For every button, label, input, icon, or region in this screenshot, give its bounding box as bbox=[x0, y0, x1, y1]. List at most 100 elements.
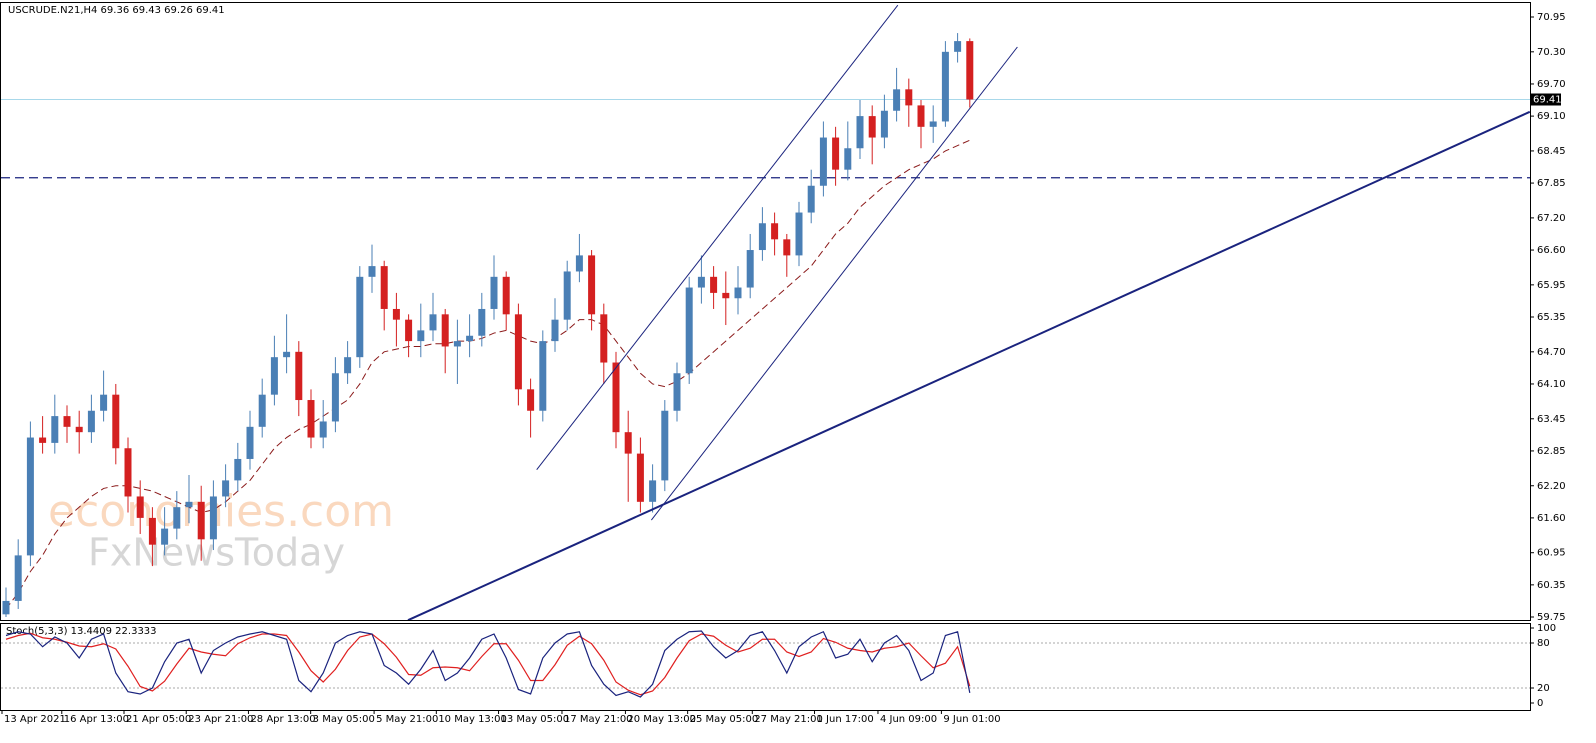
y-tick-label: 65.95 bbox=[1537, 280, 1566, 291]
candle-body bbox=[441, 314, 449, 347]
x-tick-label: 16 Apr 13:00 bbox=[64, 714, 129, 725]
candle-body bbox=[39, 437, 47, 443]
candle-body bbox=[893, 89, 901, 111]
chart-title: USCRUDE.N21,H4 69.36 69.43 69.26 69.41 bbox=[8, 5, 225, 16]
candle-body bbox=[868, 116, 876, 138]
candle-body bbox=[527, 389, 535, 411]
candle-body bbox=[100, 394, 108, 411]
candle-body bbox=[478, 308, 486, 336]
candle-body bbox=[319, 421, 327, 438]
candle-body bbox=[514, 314, 522, 390]
candle-body bbox=[710, 276, 718, 293]
y-tick-label: 80 bbox=[1537, 638, 1550, 649]
candle-body bbox=[783, 239, 791, 256]
candle-body bbox=[490, 276, 498, 309]
candle-body bbox=[734, 287, 742, 299]
candle-body bbox=[771, 223, 779, 240]
candle-body bbox=[295, 351, 303, 401]
candle-body bbox=[87, 410, 95, 433]
candle-body bbox=[941, 51, 949, 122]
candle-body bbox=[502, 276, 510, 315]
candle-body bbox=[563, 271, 571, 320]
y-tick-label: 59.75 bbox=[1537, 612, 1566, 623]
candle-body bbox=[26, 437, 34, 556]
candle-body bbox=[392, 308, 400, 320]
candle-body bbox=[234, 458, 242, 481]
y-tick-label: 70.95 bbox=[1537, 12, 1566, 23]
trend-line bbox=[650, 46, 1018, 521]
indicator-panel bbox=[0, 623, 1531, 711]
y-tick-label: 70.30 bbox=[1537, 47, 1566, 58]
candle-body bbox=[2, 600, 10, 615]
candle-body bbox=[368, 266, 376, 277]
candle-body bbox=[124, 448, 132, 497]
candle-body bbox=[51, 416, 59, 443]
candle-body bbox=[673, 373, 681, 411]
main-plot bbox=[1, 4, 1530, 620]
y-tick-label: 60.35 bbox=[1537, 580, 1566, 591]
watermark: economies.com bbox=[48, 486, 394, 537]
candle-body bbox=[148, 517, 156, 545]
candle-body bbox=[466, 335, 474, 342]
x-tick-label: 5 May 21:00 bbox=[376, 714, 438, 725]
candle-body bbox=[551, 319, 559, 342]
candle-body bbox=[795, 212, 803, 256]
candle-body bbox=[270, 357, 278, 395]
candle-body bbox=[722, 292, 730, 299]
candle-body bbox=[112, 394, 120, 449]
price-tag-label: 69.41 bbox=[1533, 95, 1562, 106]
stoch-line bbox=[5, 630, 971, 698]
candle-body bbox=[954, 41, 962, 52]
x-tick-label: 4 Jun 09:00 bbox=[880, 714, 937, 725]
trend-line bbox=[536, 4, 899, 470]
moving-average bbox=[5, 139, 971, 610]
x-tick-label: 9 Jun 01:00 bbox=[943, 714, 1000, 725]
candle-body bbox=[588, 255, 596, 315]
y-tick-label: 100 bbox=[1537, 623, 1556, 634]
y-tick-label: 67.85 bbox=[1537, 178, 1566, 189]
candle-body bbox=[246, 426, 254, 459]
stoch-line bbox=[5, 632, 971, 696]
candle-body bbox=[819, 137, 827, 186]
candle-body bbox=[856, 116, 864, 149]
x-tick-label: 17 May 21:00 bbox=[564, 714, 633, 725]
y-tick-label: 67.20 bbox=[1537, 213, 1566, 224]
y-tick-label: 69.10 bbox=[1537, 111, 1566, 122]
candle-body bbox=[844, 148, 852, 170]
candle-body bbox=[136, 496, 144, 518]
candle-body bbox=[807, 185, 815, 213]
x-tick-label: 13 May 05:00 bbox=[501, 714, 570, 725]
y-tick-label: 64.10 bbox=[1537, 379, 1566, 390]
x-tick-label: 20 May 13:00 bbox=[627, 714, 696, 725]
candle-body bbox=[966, 41, 974, 100]
y-tick-label: 68.45 bbox=[1537, 146, 1566, 157]
x-tick-label: 23 Apr 21:00 bbox=[188, 714, 253, 725]
candle-body bbox=[331, 373, 339, 422]
candle-body bbox=[661, 410, 669, 481]
y-tick-label: 20 bbox=[1537, 683, 1550, 694]
indicator-title: Stoch(5,3,3) 13.4409 22.3333 bbox=[6, 626, 157, 637]
candle-body bbox=[880, 110, 888, 138]
candle-body bbox=[600, 314, 608, 363]
x-tick-label: 21 Apr 05:00 bbox=[126, 714, 191, 725]
indicator-plot bbox=[1, 630, 1530, 698]
candle-body bbox=[356, 276, 364, 358]
candle-body bbox=[405, 319, 413, 342]
candle-body bbox=[258, 394, 266, 427]
x-tick-label: 10 May 13:00 bbox=[438, 714, 507, 725]
x-tick-label: 13 Apr 2021 bbox=[4, 714, 66, 725]
price-tag bbox=[1531, 93, 1561, 106]
candle-body bbox=[905, 89, 913, 106]
trend-line bbox=[407, 110, 1530, 620]
candle-body bbox=[832, 137, 840, 170]
x-tick-label: 25 May 05:00 bbox=[690, 714, 759, 725]
candle-body bbox=[575, 255, 583, 272]
candle-body bbox=[161, 528, 169, 545]
candle-body bbox=[63, 416, 71, 427]
candle-body bbox=[283, 351, 291, 358]
candle-body bbox=[917, 105, 925, 127]
candle-body bbox=[14, 555, 22, 601]
candle-body bbox=[307, 400, 315, 438]
candle-body bbox=[209, 496, 217, 540]
